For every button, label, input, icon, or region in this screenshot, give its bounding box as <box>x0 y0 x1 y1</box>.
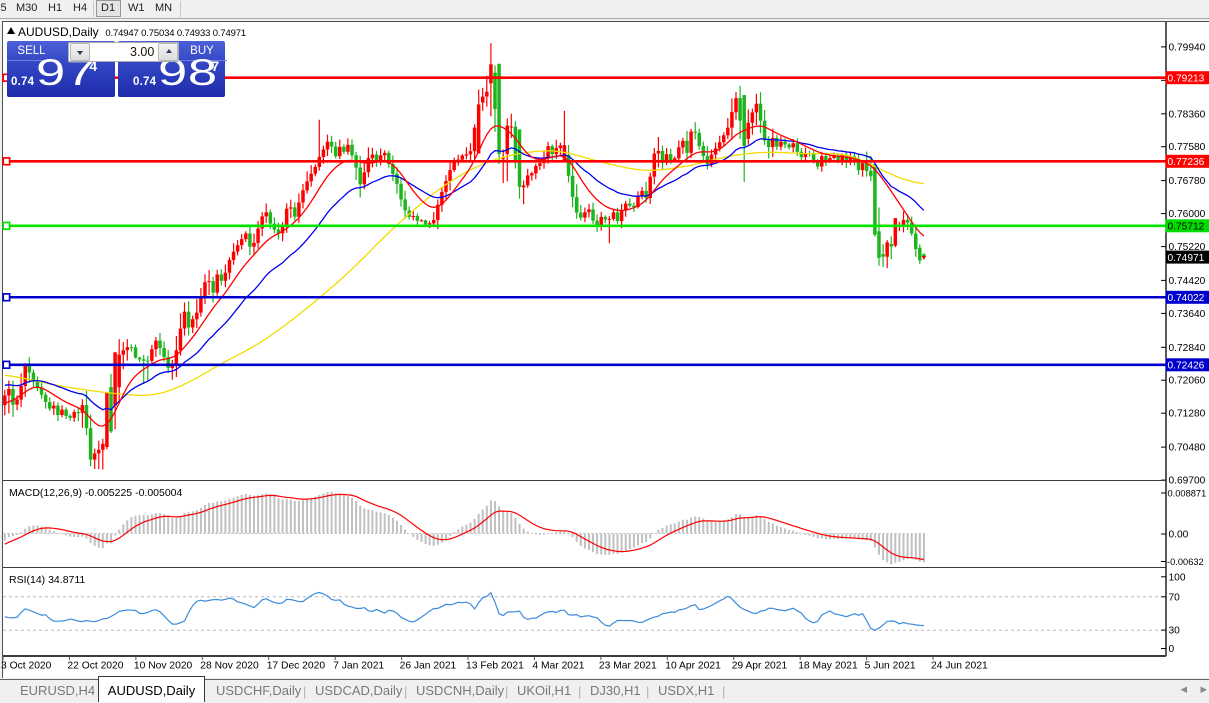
svg-text:0.76780: 0.76780 <box>1169 176 1206 187</box>
svg-text:0.008871: 0.008871 <box>1168 489 1207 499</box>
svg-text:23 Mar 2021: 23 Mar 2021 <box>599 661 657 672</box>
svg-text:70: 70 <box>1169 592 1181 603</box>
svg-text:0.00: 0.00 <box>1169 530 1189 541</box>
svg-text:0.72060: 0.72060 <box>1169 376 1206 387</box>
svg-text:30: 30 <box>1169 626 1181 637</box>
svg-text:0.72840: 0.72840 <box>1169 343 1206 354</box>
svg-text:29 Apr 2021: 29 Apr 2021 <box>732 661 788 672</box>
svg-text:0.69700: 0.69700 <box>1169 476 1206 487</box>
svg-text:10 Nov 2020: 10 Nov 2020 <box>134 661 193 672</box>
svg-text:0.76000: 0.76000 <box>1169 209 1206 220</box>
svg-text:3 Oct 2020: 3 Oct 2020 <box>1 661 52 672</box>
svg-text:0.74022: 0.74022 <box>1168 293 1205 304</box>
svg-text:5 Jun 2021: 5 Jun 2021 <box>865 661 916 672</box>
svg-text:7 Jan 2021: 7 Jan 2021 <box>333 661 384 672</box>
svg-text:0: 0 <box>1169 644 1175 655</box>
svg-text:10 Apr 2021: 10 Apr 2021 <box>665 661 721 672</box>
svg-text:0.74420: 0.74420 <box>1169 276 1206 287</box>
svg-text:0.79213: 0.79213 <box>1168 73 1205 84</box>
svg-text:0.73640: 0.73640 <box>1169 309 1206 320</box>
svg-text:13 Feb 2021: 13 Feb 2021 <box>466 661 524 672</box>
svg-text:0.70480: 0.70480 <box>1169 443 1206 454</box>
svg-text:18 May 2021: 18 May 2021 <box>798 661 858 672</box>
svg-text:0.77580: 0.77580 <box>1169 142 1206 153</box>
svg-text:0.77236: 0.77236 <box>1168 157 1205 168</box>
svg-text:0.75712: 0.75712 <box>1168 222 1205 233</box>
svg-text:0.74971: 0.74971 <box>1168 253 1205 264</box>
svg-text:100: 100 <box>1169 572 1186 583</box>
svg-text:0.78360: 0.78360 <box>1169 109 1206 120</box>
svg-text:0.72426: 0.72426 <box>1168 361 1205 372</box>
svg-text:0.75220: 0.75220 <box>1169 242 1206 253</box>
svg-text:24 Jun 2021: 24 Jun 2021 <box>931 661 988 672</box>
svg-text:0.79940: 0.79940 <box>1169 42 1206 53</box>
svg-text:0.71280: 0.71280 <box>1169 409 1206 420</box>
svg-text:26 Jan 2021: 26 Jan 2021 <box>400 661 457 672</box>
svg-text:28 Nov 2020: 28 Nov 2020 <box>200 661 259 672</box>
svg-text:22 Oct 2020: 22 Oct 2020 <box>67 661 123 672</box>
svg-text:4 Mar 2021: 4 Mar 2021 <box>532 661 584 672</box>
svg-text:-0.00632: -0.00632 <box>1167 557 1204 567</box>
svg-text:17 Dec 2020: 17 Dec 2020 <box>267 661 326 672</box>
